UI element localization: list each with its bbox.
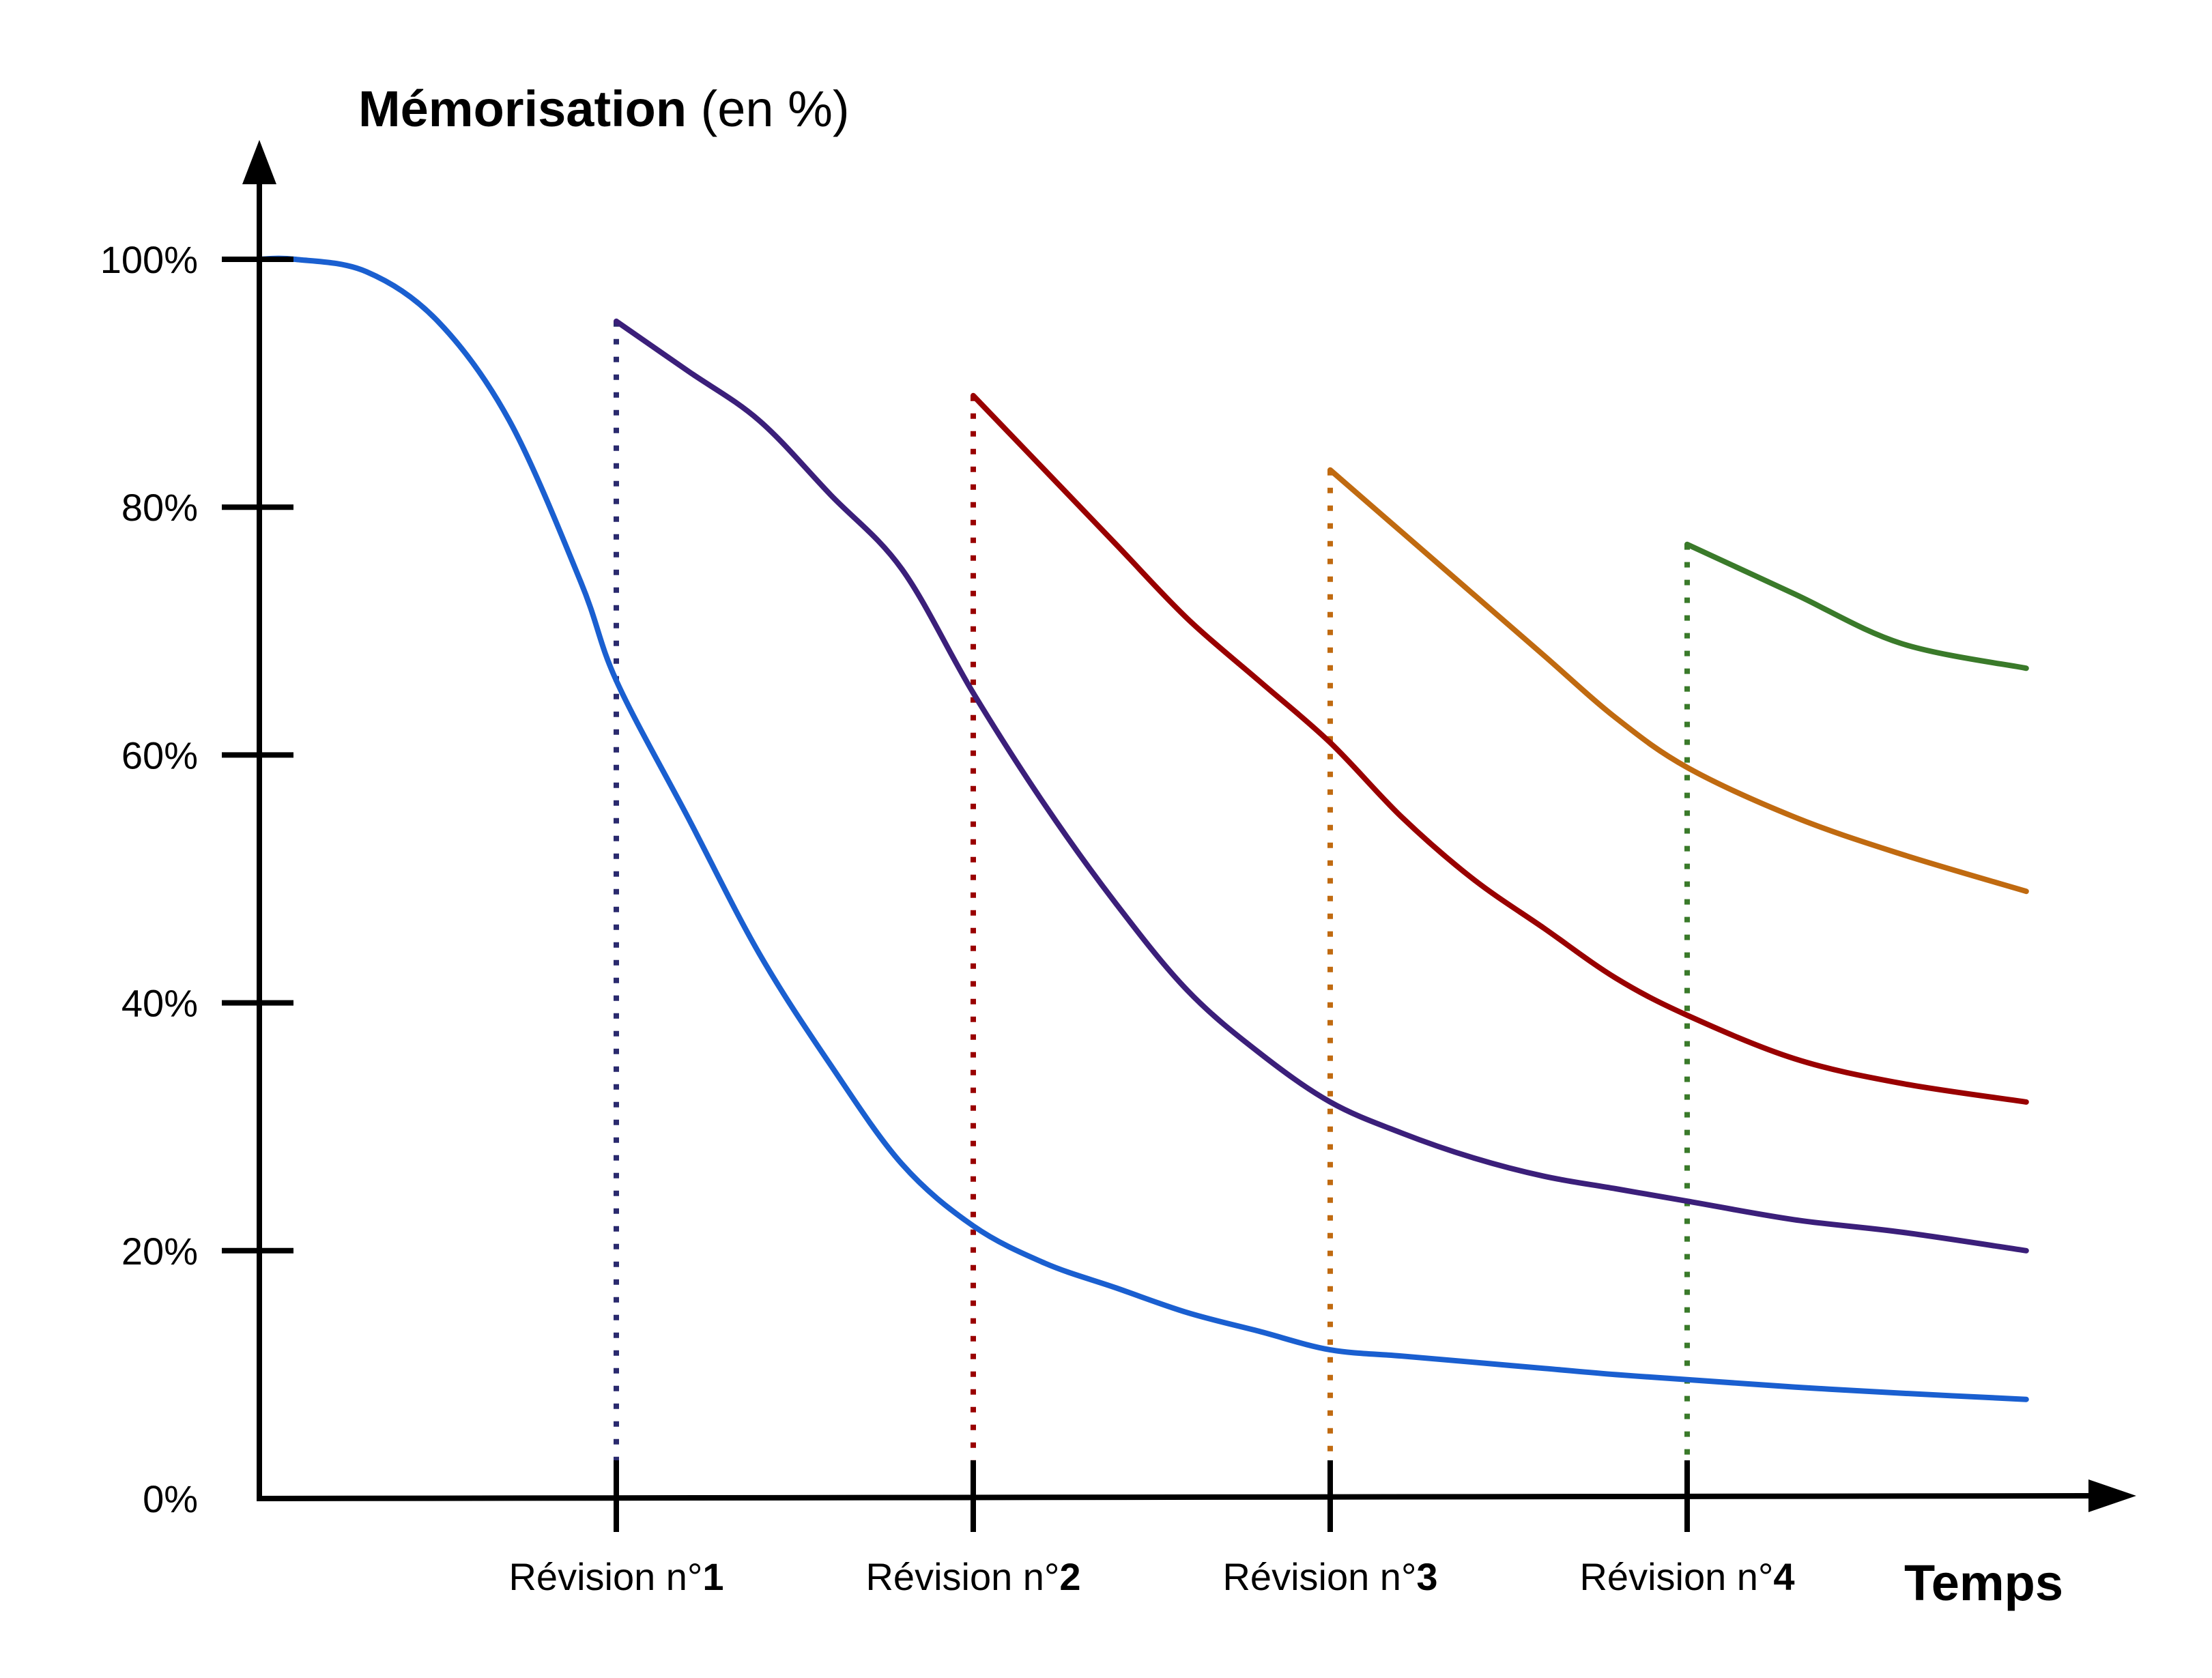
revision-label: Révision n°1 xyxy=(508,1555,723,1598)
series-line xyxy=(257,255,2029,1402)
revision-label: Révision n°2 xyxy=(865,1555,1080,1598)
x-ticks: Révision n°1 Révision n°2 Révision n°3 Révi… xyxy=(508,1460,1795,1598)
y-tick-label: 100% xyxy=(100,238,198,281)
y-tick-label: 60% xyxy=(121,734,198,777)
y-ticks: 0% 20% 40% 60% 80% 100% xyxy=(100,238,293,1520)
revision-label-number: 2 xyxy=(1059,1555,1080,1598)
revision-label-prefix: Révision n° xyxy=(1222,1555,1416,1598)
series-line xyxy=(1684,541,2029,671)
y-tick-label: 0% xyxy=(143,1477,198,1520)
y-tick-label: 40% xyxy=(121,982,198,1025)
revision-label-prefix: Révision n° xyxy=(865,1555,1059,1598)
series-line xyxy=(1327,467,2029,895)
y-tick-label: 80% xyxy=(121,486,198,529)
x-axis-label: Temps xyxy=(1904,1554,2063,1611)
series-line xyxy=(971,392,2029,1105)
revision-label-prefix: Révision n° xyxy=(508,1555,702,1598)
chart-title: Mémorisation (en %) xyxy=(358,81,850,137)
revision-label: Révision n°4 xyxy=(1579,1555,1794,1598)
revision-lines xyxy=(614,321,1690,1461)
revision-label-number: 1 xyxy=(702,1555,723,1598)
revision-label-number: 4 xyxy=(1773,1555,1794,1598)
revision-label-number: 3 xyxy=(1416,1555,1437,1598)
y-tick-label: 20% xyxy=(121,1230,198,1273)
revision-label-prefix: Révision n° xyxy=(1579,1555,1773,1598)
series-group xyxy=(257,255,2029,1402)
chart-title-bold: Mémorisation xyxy=(358,81,687,137)
revision-label: Révision n°3 xyxy=(1222,1555,1437,1598)
x-axis-arrow-icon xyxy=(2088,1479,2136,1512)
chart-title-rest: (en %) xyxy=(687,81,850,137)
series-line xyxy=(614,318,2029,1254)
y-axis-arrow-icon xyxy=(242,140,276,184)
x-axis xyxy=(256,1493,2096,1501)
